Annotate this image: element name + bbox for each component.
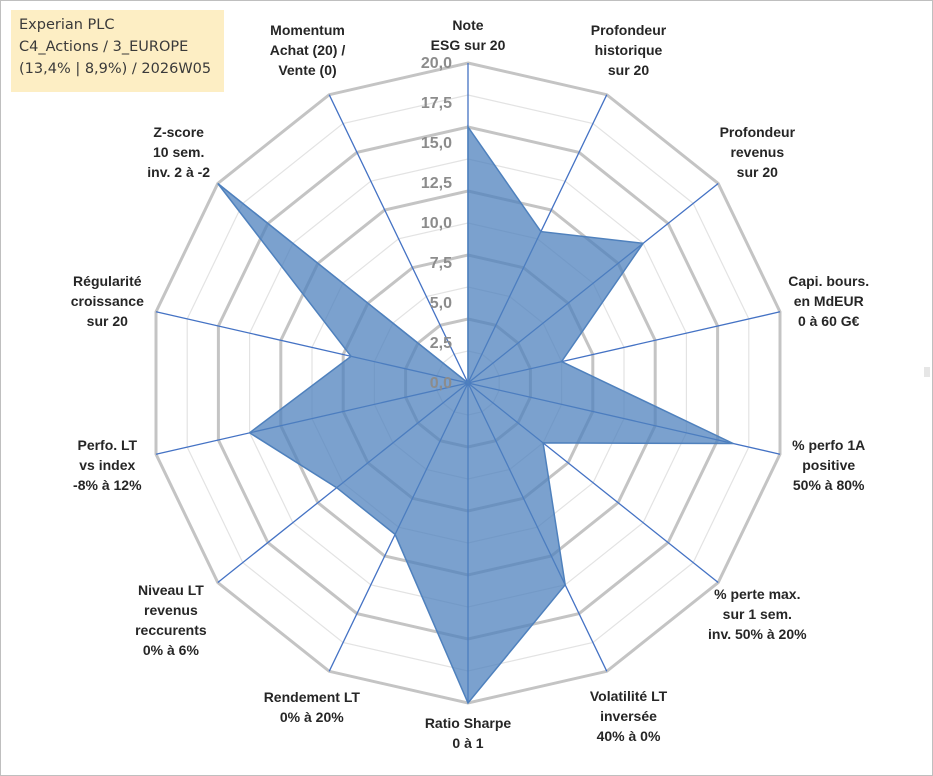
axis-label-line: Niveau LT bbox=[137, 581, 204, 598]
radial-tick-label: 0,0 bbox=[430, 375, 452, 392]
axis-label-line: Momentum bbox=[270, 21, 345, 38]
axis-label-line: Ratio Sharpe bbox=[424, 715, 512, 731]
axis-spoke bbox=[328, 94, 469, 384]
axis-label-line: Profondeur bbox=[719, 124, 796, 141]
axis-label-line: inv. 50% à 20% bbox=[708, 625, 807, 642]
axis-label-line: revenus bbox=[144, 601, 198, 618]
axis-label-line: sur 20 bbox=[607, 61, 650, 78]
axis-label-line: Régularité bbox=[73, 272, 142, 289]
performance-week: (13,4% | 8,9%) / 2026W05 bbox=[19, 61, 212, 77]
axis-label-line: Rendement LT bbox=[263, 689, 360, 706]
axis-label: Perfo. LT vs index -8% à 12% bbox=[73, 435, 141, 495]
axis-label: Niveau LT revenus reccurents 0% à 6% bbox=[135, 580, 207, 660]
axis-label-line: 0% à 20% bbox=[279, 709, 344, 726]
axis-label: Note ESG sur 20 bbox=[431, 15, 506, 55]
axis-label-line: reccurents bbox=[135, 621, 207, 638]
axis-label: Régularité croissance sur 20 bbox=[71, 271, 144, 331]
axis-label-line: inversée bbox=[600, 708, 657, 725]
category-path: C4_Actions / 3_EUROPE bbox=[19, 39, 189, 55]
axis-label-line: vs index bbox=[79, 457, 136, 474]
axis-label-line: sur 20 bbox=[736, 164, 778, 181]
radial-tick-label: 10,0 bbox=[421, 215, 452, 232]
axis-label: Profondeur historique sur 20 bbox=[591, 20, 666, 80]
scrollbar-marker bbox=[924, 367, 930, 377]
axis-label-line: Capi. bours. bbox=[788, 272, 870, 289]
axis-label-line: inv. 2 à -2 bbox=[147, 164, 211, 181]
axis-label-line: sur 1 sem. bbox=[722, 605, 792, 622]
company-name: Experian PLC bbox=[19, 17, 115, 33]
axis-label: Momentum Achat (20) / Vente (0) bbox=[270, 20, 345, 80]
axis-label-line: ESG sur 20 bbox=[430, 37, 506, 53]
axis-label-line: -8% à 12% bbox=[73, 477, 142, 494]
axis-label: Profondeur revenus sur 20 bbox=[720, 122, 795, 182]
info-box: Experian PLC C4_Actions / 3_EUROPE (13,4… bbox=[11, 10, 224, 92]
axis-label-line: % perte max. bbox=[714, 585, 801, 602]
axis-label-line: historique bbox=[594, 41, 663, 58]
axis-label-line: en MdEUR bbox=[793, 292, 864, 309]
axis-label-line: 10 sem. bbox=[153, 144, 205, 161]
axis-label-line: Profondeur bbox=[590, 21, 667, 38]
axis-label-line: revenus bbox=[730, 144, 785, 161]
radial-tick-label: 2,5 bbox=[430, 335, 452, 352]
axis-label: Ratio Sharpe 0 à 1 bbox=[425, 713, 511, 753]
axis-label: % perte max. sur 1 sem. inv. 50% à 20% bbox=[708, 584, 807, 644]
radial-tick-label: 15,0 bbox=[421, 135, 452, 152]
radial-tick-label: 17,5 bbox=[421, 95, 452, 112]
axis-label: Capi. bours. en MdEUR 0 à 60 G€ bbox=[788, 271, 869, 331]
axis-label-line: positive bbox=[802, 457, 856, 474]
axis-label-line: % perfo 1A bbox=[792, 437, 866, 454]
axis-label: % perfo 1A positive 50% à 80% bbox=[792, 435, 865, 495]
axis-label-line: Vente (0) bbox=[278, 61, 337, 78]
radial-tick-label: 20,0 bbox=[421, 55, 452, 72]
radial-tick-label: 7,5 bbox=[430, 255, 452, 272]
radial-tick-label: 12,5 bbox=[421, 175, 452, 192]
axis-label-line: 0% à 6% bbox=[142, 641, 199, 658]
axis-label-line: Perfo. LT bbox=[77, 437, 138, 454]
axis-label: Z-score 10 sem. inv. 2 à -2 bbox=[147, 122, 210, 182]
axis-label-line: 40% à 0% bbox=[596, 728, 661, 745]
axis-label-line: croissance bbox=[70, 292, 144, 309]
axis-label-line: 0 à 60 G€ bbox=[797, 312, 860, 329]
axis-label: Volatilité LT inversée 40% à 0% bbox=[590, 686, 667, 746]
axis-label-line: Note bbox=[452, 17, 484, 33]
axis-label-line: 0 à 1 bbox=[452, 735, 484, 751]
radial-tick-label: 5,0 bbox=[430, 295, 452, 312]
axis-label-line: Volatilité LT bbox=[589, 688, 668, 705]
axis-label-line: Achat (20) / bbox=[269, 41, 346, 58]
axis-label-line: Z-score bbox=[153, 124, 204, 141]
axis-label-line: 50% à 80% bbox=[792, 477, 865, 494]
axis-label-line: sur 20 bbox=[86, 312, 128, 329]
axis-label: Rendement LT 0% à 20% bbox=[264, 687, 360, 727]
